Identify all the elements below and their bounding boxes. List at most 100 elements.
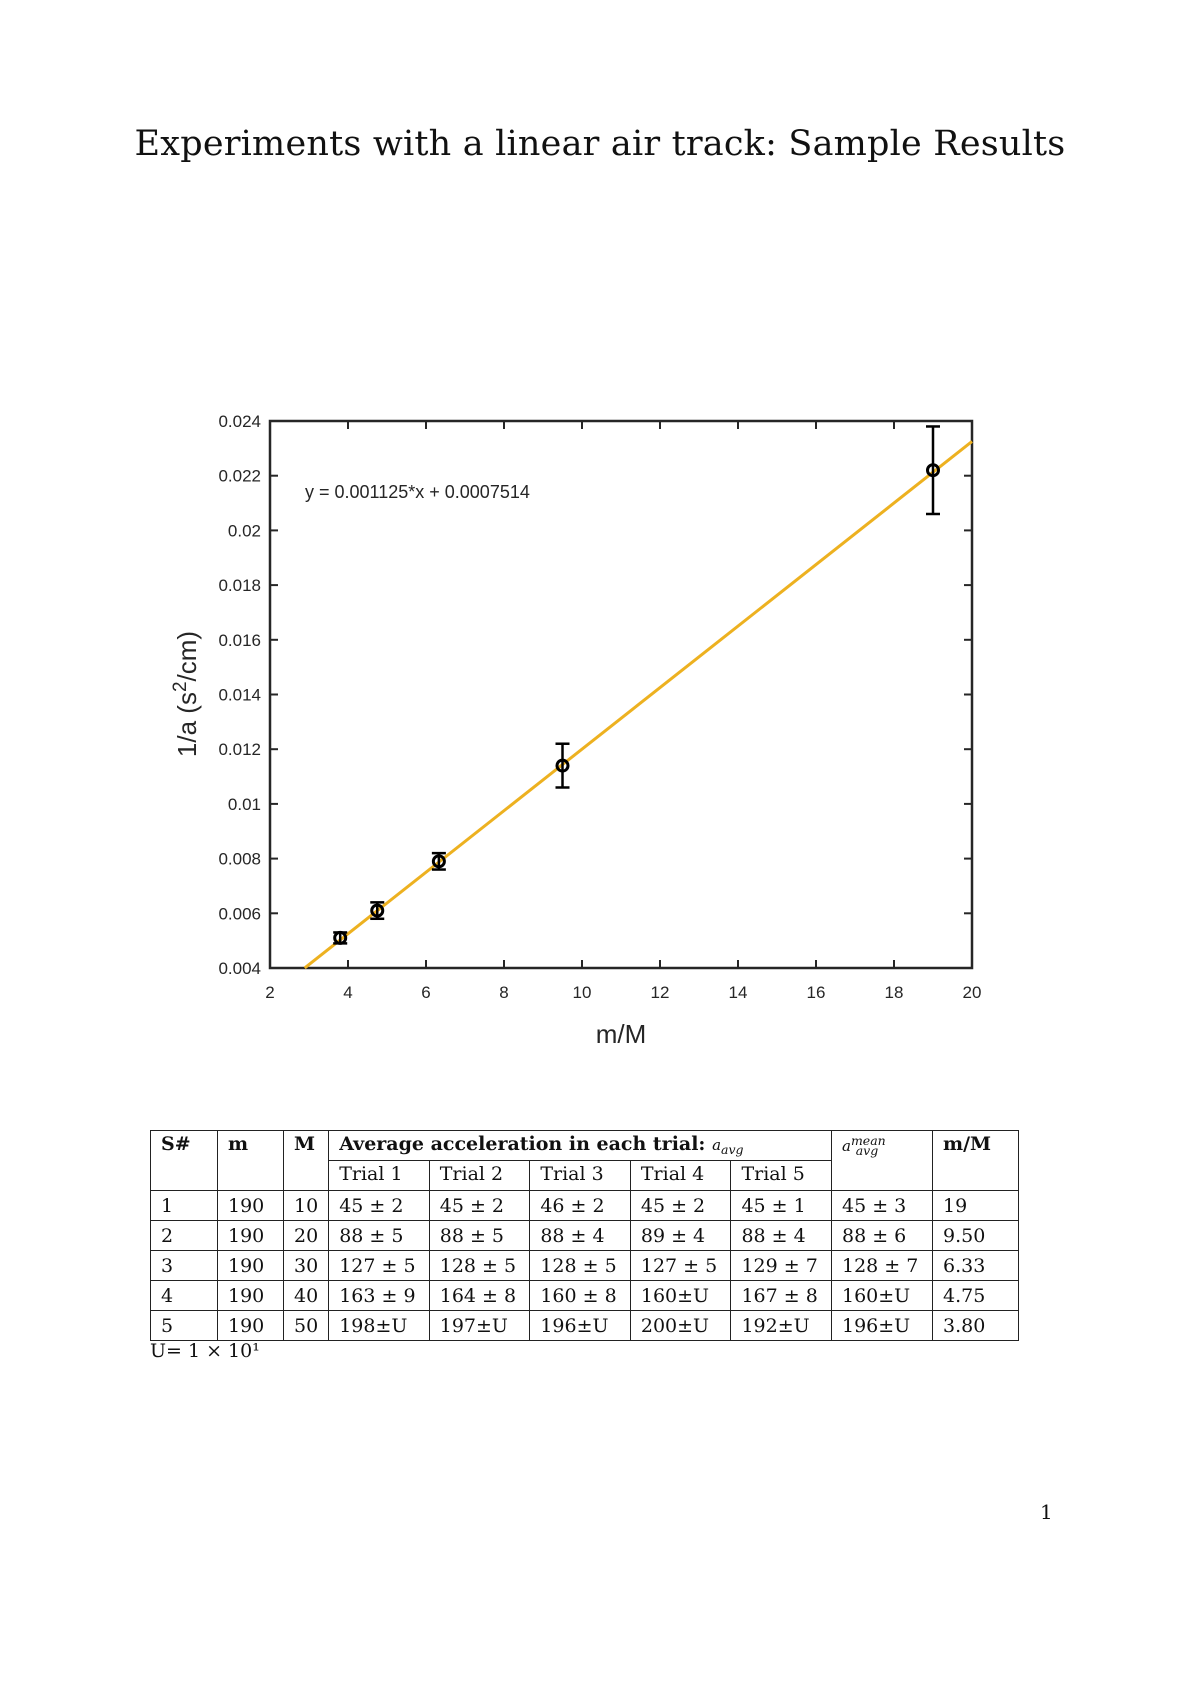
cell-trial-1: 127 ± 5 (328, 1250, 430, 1281)
cell-trial-1: 163 ± 9 (328, 1280, 430, 1311)
svg-text:14: 14 (729, 983, 748, 1002)
cell-trial-1: 45 ± 2 (328, 1190, 430, 1221)
cell-trial-4: 127 ± 5 (629, 1250, 732, 1281)
col-header-trials-group: Average acceleration in each trial: aavg (328, 1130, 832, 1161)
table-row: 3 190 30 127 ± 5 128 ± 5 128 ± 5 127 ± 5… (150, 1250, 1019, 1281)
data-point (431, 851, 446, 871)
svg-text:0.02: 0.02 (228, 521, 261, 540)
svg-text:2: 2 (265, 983, 274, 1002)
cell-trial-2: 128 ± 5 (428, 1250, 531, 1281)
data-points (333, 425, 940, 945)
cell-sn: 1 (150, 1190, 218, 1221)
svg-text:0.01: 0.01 (228, 795, 261, 814)
svg-text:0.004: 0.004 (218, 959, 261, 978)
svg-text:10: 10 (573, 983, 592, 1002)
table-row: 4 190 40 163 ± 9 164 ± 8 160 ± 8 160±U 1… (150, 1280, 1019, 1311)
cell-trial-4: 89 ± 4 (629, 1220, 732, 1251)
svg-text:18: 18 (885, 983, 904, 1002)
col-header-mean: ameanavg (831, 1130, 933, 1191)
cell-trial-4: 200±U (629, 1310, 732, 1341)
cell-trial-2: 164 ± 8 (428, 1280, 531, 1311)
cell-trial-4: 160±U (629, 1280, 732, 1311)
x-axis-tick-labels: 2 4 6 8 10 12 14 16 18 20 (265, 983, 981, 1002)
cell-trial-1: 88 ± 5 (328, 1220, 430, 1251)
svg-text:0.012: 0.012 (218, 740, 261, 759)
y-axis-ticks (270, 420, 972, 969)
cell-m: 190 (217, 1220, 284, 1251)
plot-frame (268, 419, 974, 970)
table-footnote: U= 1 × 10¹ (150, 1340, 260, 1362)
svg-text:4: 4 (343, 983, 352, 1002)
cell-trial-3: 46 ± 2 (529, 1190, 631, 1221)
group-label: Average acceleration in each trial: (339, 1133, 706, 1155)
svg-text:0.014: 0.014 (218, 686, 261, 705)
cell-mean: 45 ± 3 (831, 1190, 933, 1221)
data-point (370, 901, 385, 921)
data-point (555, 742, 570, 789)
cell-trial-2: 45 ± 2 (428, 1190, 531, 1221)
cell-ratio: 19 (932, 1190, 1019, 1221)
cell-trial-3: 88 ± 4 (529, 1220, 631, 1251)
svg-text:0.016: 0.016 (218, 631, 261, 650)
col-header-trial-4: Trial 4 (629, 1160, 732, 1191)
svg-text:0.006: 0.006 (218, 904, 261, 923)
cell-trial-5: 129 ± 7 (730, 1250, 832, 1281)
svg-text:0.024: 0.024 (218, 412, 261, 431)
cell-M: 20 (282, 1220, 330, 1251)
cell-m: 190 (217, 1310, 284, 1341)
cell-trial-5: 167 ± 8 (730, 1280, 832, 1311)
cell-trial-5: 88 ± 4 (730, 1220, 832, 1251)
fit-equation: y = 0.001125*x + 0.0007514 (305, 482, 530, 502)
svg-text:8: 8 (499, 983, 508, 1002)
results-table: S# m M Average acceleration in each tria… (150, 1130, 1019, 1341)
cell-M: 40 (282, 1280, 330, 1311)
cell-trial-3: 160 ± 8 (529, 1280, 631, 1311)
cell-trial-3: 128 ± 5 (529, 1250, 631, 1281)
cell-M: 50 (282, 1310, 330, 1341)
chart: 2 4 6 8 10 12 14 16 18 20 0.004 0.006 0.008 0.01 0.01… (170, 412, 981, 1049)
table-row: 2 190 20 88 ± 5 88 ± 5 88 ± 4 89 ± 4 88 … (150, 1220, 1019, 1251)
cell-mean: 160±U (831, 1280, 933, 1311)
svg-text:20: 20 (963, 983, 982, 1002)
x-axis-ticks (269, 421, 973, 968)
svg-text:0.022: 0.022 (218, 467, 261, 486)
cell-M: 30 (282, 1250, 330, 1281)
cell-mean: 196±U (831, 1310, 933, 1341)
cell-ratio: 4.75 (932, 1280, 1019, 1311)
svg-text:0.008: 0.008 (218, 850, 261, 869)
cell-m: 190 (217, 1280, 284, 1311)
cell-m: 190 (217, 1190, 284, 1221)
table-row: 5 190 50 198±U 197±U 196±U 200±U 192±U 1… (150, 1310, 1019, 1341)
col-header-trial-2: Trial 2 (428, 1160, 531, 1191)
col-header-sn: S# (150, 1130, 218, 1191)
cell-trial-2: 197±U (428, 1310, 531, 1341)
cell-trial-1: 198±U (328, 1310, 430, 1341)
svg-text:0.018: 0.018 (218, 576, 261, 595)
cell-ratio: 9.50 (932, 1220, 1019, 1251)
cell-mean: 88 ± 6 (831, 1220, 933, 1251)
col-header-m: m (217, 1130, 284, 1191)
svg-text:16: 16 (807, 983, 826, 1002)
cell-sn: 3 (150, 1250, 218, 1281)
cell-trial-3: 196±U (529, 1310, 631, 1341)
col-header-M: M (282, 1130, 330, 1191)
group-symbol: aavg (712, 1136, 744, 1157)
cell-trial-5: 192±U (730, 1310, 832, 1341)
cell-M: 10 (282, 1190, 330, 1221)
svg-text:6: 6 (421, 983, 430, 1002)
cell-mean: 128 ± 7 (831, 1250, 933, 1281)
cell-m: 190 (217, 1250, 284, 1281)
cell-ratio: 6.33 (932, 1250, 1019, 1281)
y-axis-label: 1/a (s2/cm) (170, 631, 202, 757)
fit-line (303, 440, 973, 970)
x-axis-label: m/M (596, 1019, 647, 1049)
cell-ratio: 3.80 (932, 1310, 1019, 1341)
data-point (926, 425, 940, 516)
cell-trial-2: 88 ± 5 (428, 1220, 531, 1251)
col-header-ratio: m/M (932, 1130, 1019, 1191)
table-row: 1 190 10 45 ± 2 45 ± 2 46 ± 2 45 ± 2 45 … (150, 1190, 1019, 1221)
col-header-trial-5: Trial 5 (730, 1160, 832, 1191)
page-number: 1 (1040, 1500, 1053, 1524)
col-header-trial-1: Trial 1 (328, 1160, 430, 1191)
y-axis-tick-labels: 0.004 0.006 0.008 0.01 0.012 0.014 0.016 0.018 0… (218, 412, 261, 978)
